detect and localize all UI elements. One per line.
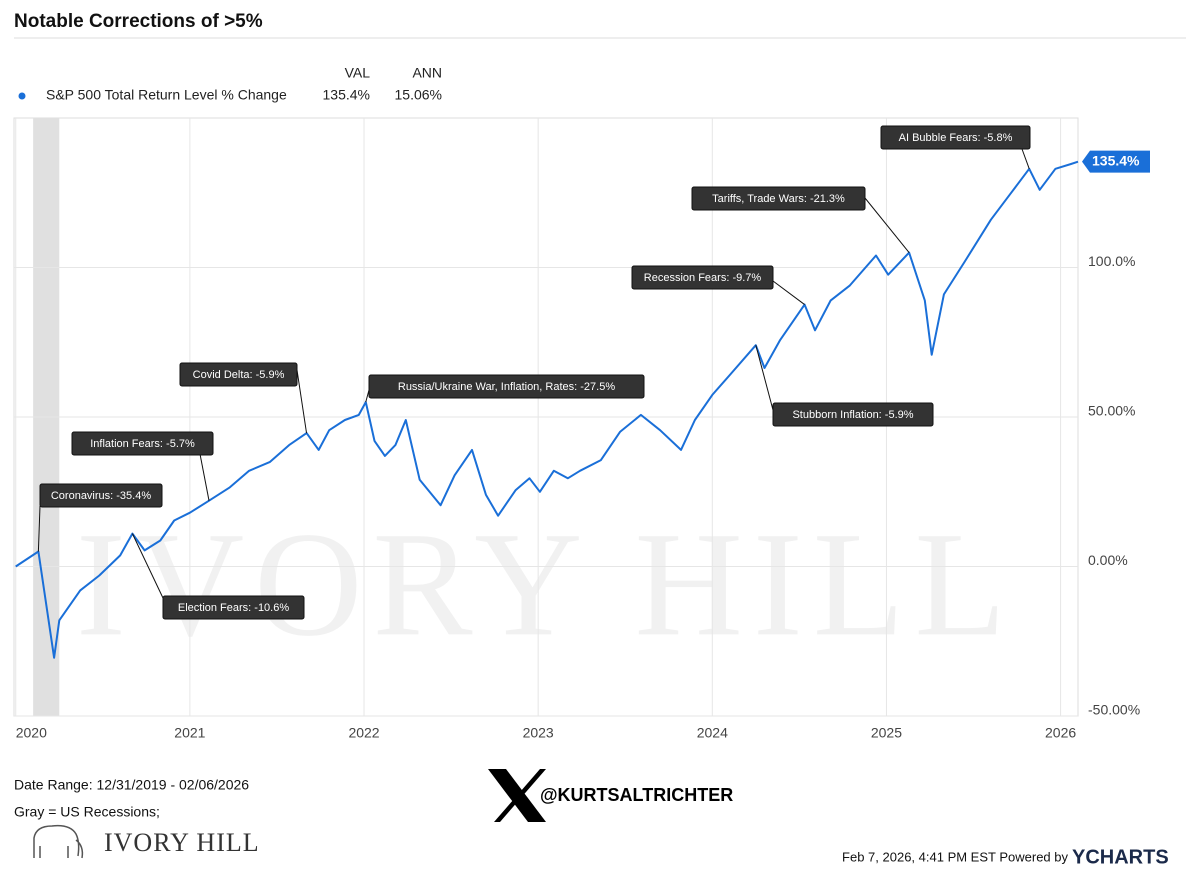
annotation-box [71, 431, 214, 456]
annotation-connector [296, 369, 308, 434]
x-tick-label: 2026 [1045, 725, 1076, 741]
annotation-text: Covid Delta: -5.9% [193, 369, 285, 381]
y-tick-label: 100.0% [1088, 253, 1135, 269]
legend: S&P 500 Total Return Level % Change VAL … [18, 65, 442, 103]
legend-value: 15.06% [395, 87, 442, 103]
brand: YCHARTS [1072, 846, 1169, 868]
annotation-connector [772, 280, 805, 305]
annotation-connector [755, 345, 774, 411]
annotation-connector [131, 533, 164, 599]
series-line [15, 160, 1079, 659]
annotation-box [772, 402, 934, 427]
last-value-label: 135.4% [1092, 152, 1140, 168]
legend-label: S&P 500 Total Return Level % Change [46, 87, 287, 103]
legend-dot [18, 92, 26, 100]
recession-note: Gray = US Recessions; [14, 804, 160, 820]
x-tick-label: 2021 [174, 725, 205, 741]
elephant-icon [33, 824, 84, 859]
annotation-box [631, 265, 774, 290]
x-tick-label: 2024 [697, 725, 728, 741]
annotation-box [39, 483, 163, 508]
annotation-text: Russia/Ukraine War, Inflation, Rates: -2… [398, 381, 615, 393]
last-value-flag [1082, 150, 1150, 173]
watermark: IVORY HILL [76, 501, 1016, 667]
annotation-connector [864, 197, 910, 253]
annotation-box [691, 186, 866, 211]
y-tick-label: -50.00% [1088, 702, 1140, 718]
annotation-connector [37, 505, 41, 552]
date-range: Date Range: 12/31/2019 - 02/06/2026 [14, 777, 249, 793]
logo-text: IVORY HILL [104, 828, 260, 857]
annotation-connector [1021, 148, 1030, 170]
plot-area: -50.00% 0.00% 50.00% 100.0% 2020 2021 2022 2023… [13, 117, 1150, 741]
y-tick-label: 0.00% [1088, 552, 1128, 568]
annotation-box [179, 362, 298, 387]
annotation-text: Inflation Fears: -5.7% [90, 438, 195, 450]
annotation-text: Tariffs, Trade Wars: -21.3% [712, 193, 845, 205]
handle: @KURTSALTRICHTER [540, 785, 733, 805]
x-tick-label: 2022 [348, 725, 379, 741]
y-tick-label: 50.00% [1088, 403, 1135, 419]
annotation-text: Stubborn Inflation: -5.9% [792, 409, 913, 421]
annotation-box [162, 595, 305, 620]
annotation-connector [365, 389, 370, 403]
annotation-text: AI Bubble Fears: -5.8% [899, 132, 1013, 144]
x-tick-label: 2023 [523, 725, 554, 741]
legend-value: 135.4% [323, 87, 370, 103]
annotation-connector [199, 453, 210, 501]
legend-header: ANN [412, 65, 442, 81]
timestamp: Feb 7, 2026, 4:41 PM EST Powered by [842, 849, 1068, 864]
annotation-box [880, 125, 1031, 150]
annotation-text: Election Fears: -10.6% [178, 602, 289, 614]
chart-title: Notable Corrections of >5% [14, 11, 263, 32]
annotation-text: Coronavirus: -35.4% [51, 490, 151, 502]
x-tick-label: 2020 [16, 725, 47, 741]
x-logo [488, 769, 546, 822]
x-tick-label: 2025 [871, 725, 902, 741]
annotation-box [368, 374, 645, 399]
legend-header: VAL [345, 65, 371, 81]
annotation-text: Recession Fears: -9.7% [644, 272, 762, 284]
